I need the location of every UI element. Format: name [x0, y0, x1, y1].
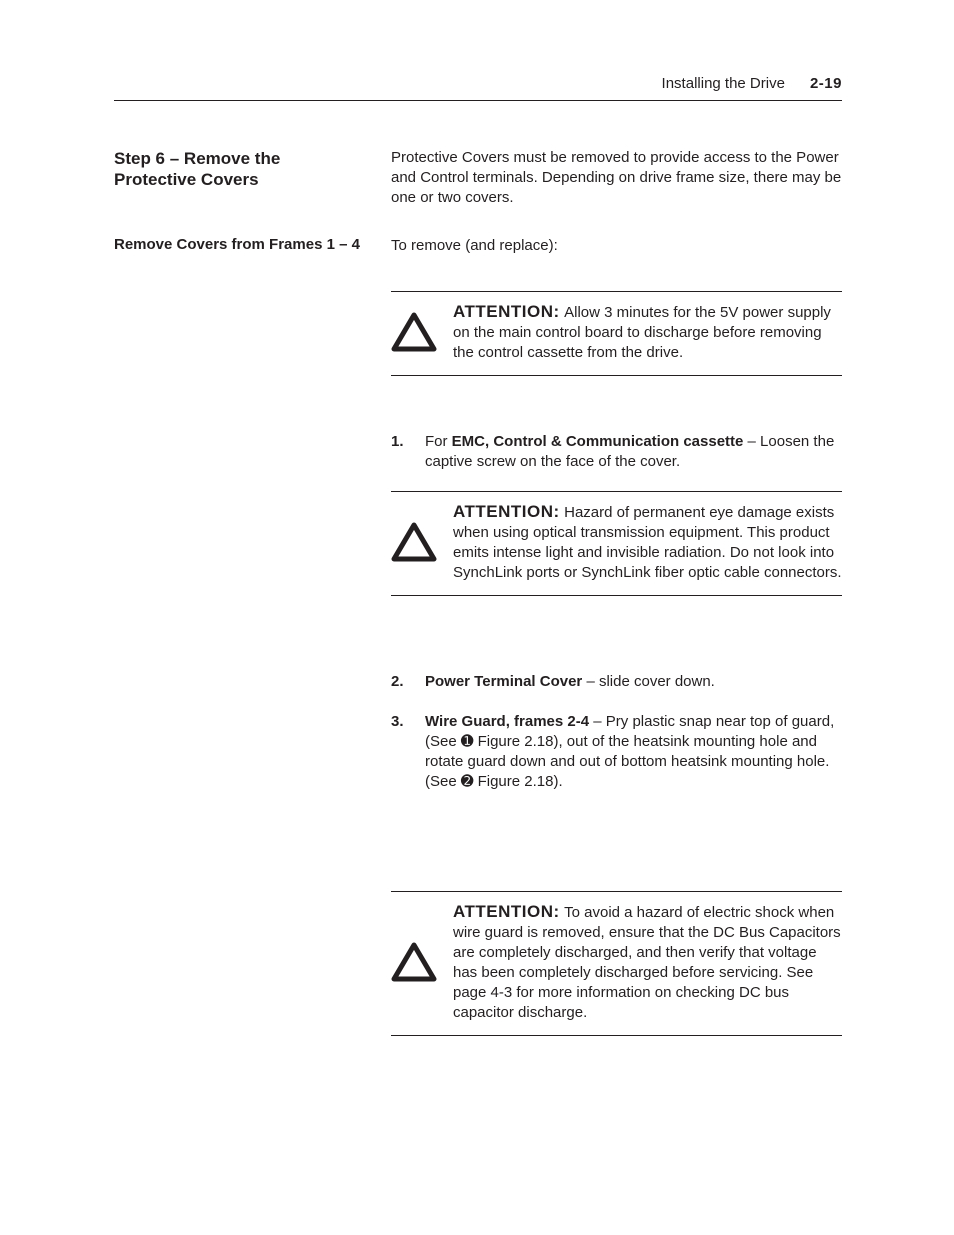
step-1-run-a: For [425, 433, 452, 450]
step-1: 1. For EMC, Control & Communication cass… [391, 432, 842, 472]
attention-text-3: ATTENTION: To avoid a hazard of electric… [453, 902, 842, 1023]
step-3-bold: Wire Guard, frames 2-4 [425, 713, 589, 730]
rule [391, 291, 842, 292]
warning-triangle-icon [391, 942, 437, 982]
rule [391, 491, 842, 492]
page-number: 2-19 [810, 75, 842, 92]
attention-text-1: ATTENTION: Allow 3 minutes for the 5V po… [453, 302, 842, 363]
attention-block-1: ATTENTION: Allow 3 minutes for the 5V po… [391, 291, 842, 376]
header-rule [114, 100, 842, 101]
step-3: 3. Wire Guard, frames 2-4 – Pry plastic … [391, 712, 842, 792]
rule [391, 375, 842, 376]
rule [391, 595, 842, 596]
step-number: 2. [391, 672, 413, 692]
step-2: 2. Power Terminal Cover – slide cover do… [391, 672, 842, 692]
step-number: 1. [391, 432, 413, 472]
intro-paragraph: Protective Covers must be removed to pro… [391, 148, 842, 208]
step-2-bold: Power Terminal Cover [425, 673, 582, 690]
chapter-label: Installing the Drive [662, 75, 785, 92]
subsection-heading: Remove Covers from Frames 1 – 4 [114, 236, 360, 253]
step-text: Power Terminal Cover – slide cover down. [425, 672, 842, 692]
remove-line: To remove (and replace): [391, 236, 842, 256]
attention-label: ATTENTION: [453, 302, 560, 321]
step-text: For EMC, Control & Communication cassett… [425, 432, 842, 472]
warning-triangle-icon [391, 522, 437, 562]
page: Installing the Drive 2-19 Step 6 – Remov… [0, 0, 954, 1235]
step-2-run-b: – slide cover down. [582, 673, 715, 690]
attention-block-3: ATTENTION: To avoid a hazard of electric… [391, 891, 842, 1036]
section-heading: Step 6 – Remove the Protective Covers [114, 148, 362, 191]
step-1-bold: EMC, Control & Communication cassette [452, 433, 744, 450]
rule [391, 1035, 842, 1036]
rule [391, 891, 842, 892]
step-number: 3. [391, 712, 413, 792]
attention-body-3: To avoid a hazard of electric shock when… [453, 904, 841, 1021]
attention-block-2: ATTENTION: Hazard of permanent eye damag… [391, 491, 842, 596]
attention-label: ATTENTION: [453, 902, 560, 921]
page-header: Installing the Drive 2-19 [662, 75, 842, 92]
attention-text-2: ATTENTION: Hazard of permanent eye damag… [453, 502, 842, 583]
attention-label: ATTENTION: [453, 502, 560, 521]
step-text: Wire Guard, frames 2-4 – Pry plastic sna… [425, 712, 842, 792]
warning-triangle-icon [391, 312, 437, 352]
